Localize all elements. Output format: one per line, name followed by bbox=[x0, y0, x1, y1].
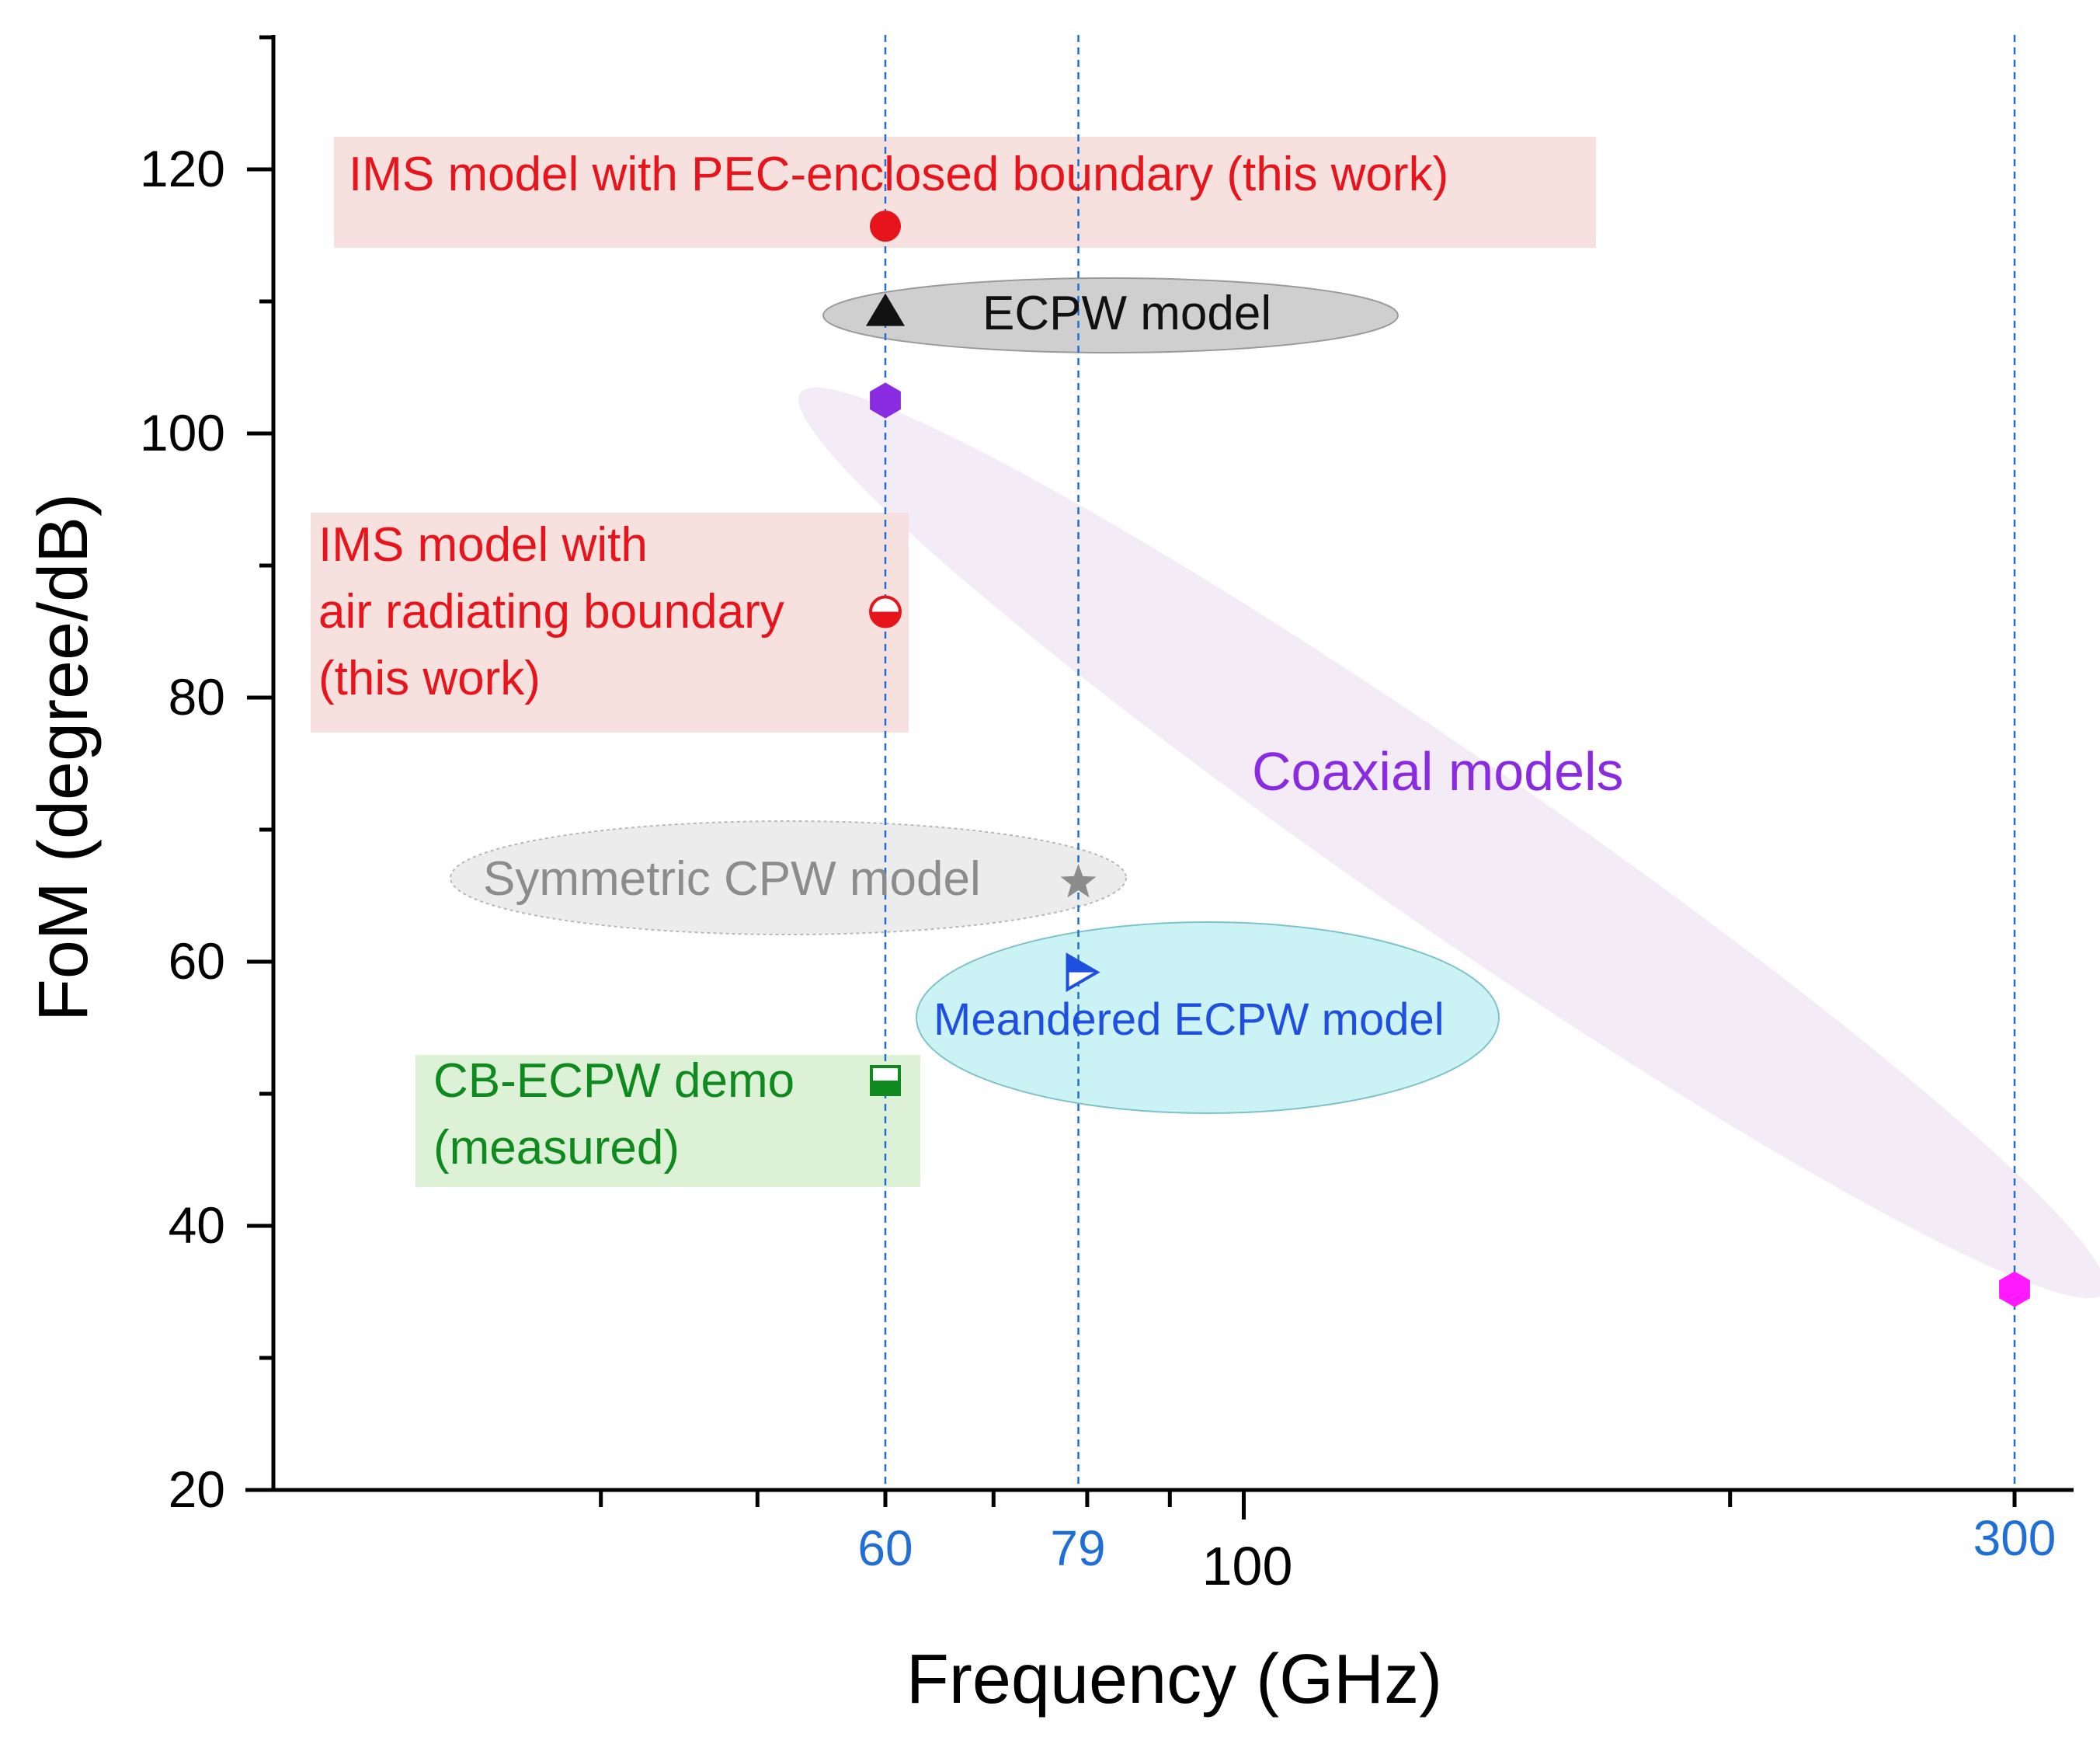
air-label-line2: air radiating boundary bbox=[318, 585, 784, 639]
marker-half-circle bbox=[869, 595, 902, 628]
data-markers bbox=[866, 211, 2030, 1307]
y-axis-title: FoM (degree/dB) bbox=[25, 493, 103, 1022]
pec-label: IMS model with PEC-enclosed boundary (th… bbox=[349, 148, 1448, 201]
marker-hexagon bbox=[1999, 1271, 2030, 1307]
meandered-ecpw-ellipse bbox=[916, 921, 1500, 1114]
x-axis-title: Frequency (GHz) bbox=[906, 1641, 1442, 1718]
y-tick-label: 60 bbox=[169, 932, 225, 990]
ecpw-label: ECPW model bbox=[982, 287, 1271, 340]
y-ticks bbox=[247, 35, 273, 1492]
flag-fill bbox=[1067, 955, 1097, 973]
cb-label-box bbox=[415, 1055, 920, 1187]
air-label-box bbox=[311, 513, 909, 733]
cb-label-line1: CB-ECPW demo bbox=[433, 1054, 794, 1108]
y-tick-label: 120 bbox=[140, 140, 225, 197]
x-tick-label-300: 300 bbox=[1973, 1510, 2057, 1566]
x-tick-label-100: 100 bbox=[1202, 1536, 1293, 1596]
marker-triangle bbox=[866, 293, 905, 326]
y-tick-label: 20 bbox=[169, 1460, 225, 1518]
half-circle-fill bbox=[871, 611, 900, 627]
symmetric-cpw-ellipse bbox=[450, 820, 1127, 935]
marker-hexagon bbox=[870, 382, 901, 419]
symmetric-cpw-label: Symmetric CPW model bbox=[483, 852, 981, 906]
x-tick-labels: 60 79 100 300 bbox=[857, 1510, 2056, 1596]
x-tick-label-79: 79 bbox=[1050, 1520, 1105, 1576]
ecpw-ellipse bbox=[822, 277, 1399, 353]
x-ticks bbox=[599, 1490, 2017, 1519]
meandered-ecpw-label: Meandered ECPW model bbox=[934, 994, 1445, 1045]
air-label-line3: (this work) bbox=[318, 652, 541, 705]
axes bbox=[245, 35, 2074, 1492]
annotation-labels: IMS model with PEC-enclosed boundary (th… bbox=[318, 148, 1624, 1175]
annotation-backgrounds bbox=[311, 137, 2100, 1299]
cb-label-line2: (measured) bbox=[433, 1121, 680, 1175]
y-tick-label: 100 bbox=[140, 404, 225, 461]
y-tick-label: 40 bbox=[169, 1196, 225, 1254]
x-tick-label-60: 60 bbox=[857, 1520, 913, 1576]
marker-star bbox=[1060, 864, 1097, 898]
marker-circle bbox=[870, 211, 901, 242]
marker-flag bbox=[1066, 952, 1100, 993]
pec-label-box bbox=[334, 137, 1596, 248]
air-label-line1: IMS model with bbox=[318, 518, 648, 572]
y-tick-labels: 20 40 60 80 100 120 bbox=[140, 140, 225, 1518]
reference-lines bbox=[884, 35, 2016, 1490]
coaxial-ellipse bbox=[798, 387, 2100, 1299]
y-tick-label: 80 bbox=[169, 668, 225, 726]
half-square-fill bbox=[871, 1081, 899, 1095]
coaxial-label: Coaxial models bbox=[1252, 741, 1624, 802]
marker-half-square bbox=[870, 1065, 901, 1096]
